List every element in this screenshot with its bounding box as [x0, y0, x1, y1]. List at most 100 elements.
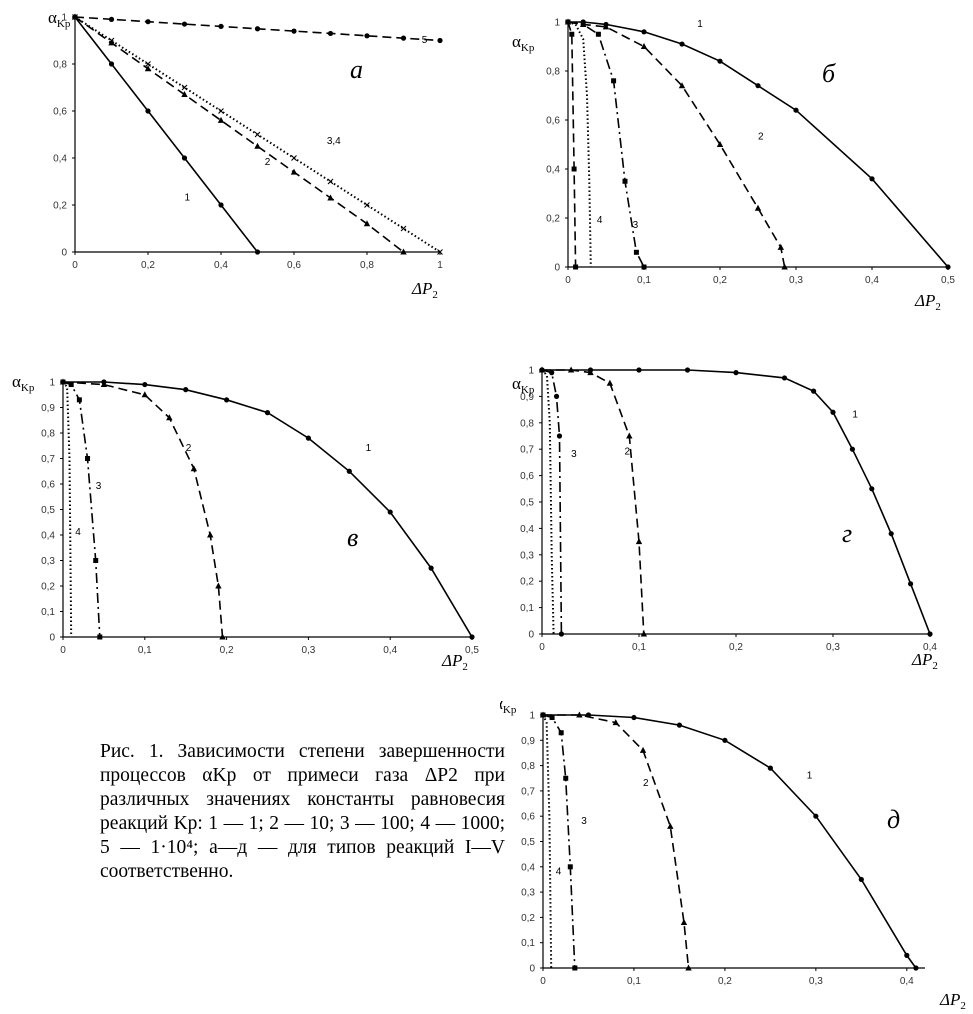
- data-point: [181, 91, 188, 98]
- y-axis-label: αKp: [512, 32, 535, 54]
- data-point: [291, 28, 297, 34]
- data-point: [563, 775, 569, 781]
- data-point: [437, 37, 443, 44]
- data-point: [602, 23, 610, 30]
- data-point: [364, 33, 370, 39]
- data-point: [254, 131, 261, 138]
- y-tick-label: 0,1: [41, 607, 55, 618]
- x-tick-label: 0,4: [383, 645, 397, 656]
- data-point: [108, 37, 115, 44]
- x-tick-label: 0,4: [865, 275, 879, 286]
- y-tick-label: 0,2: [520, 577, 534, 588]
- data-point: [346, 468, 352, 474]
- series-label: 5: [422, 35, 428, 46]
- data-point: [364, 202, 370, 208]
- y-tick-label: 0,3: [521, 888, 535, 899]
- data-point: [327, 30, 334, 37]
- series-line-3: [62, 381, 101, 638]
- data-point: [611, 78, 617, 84]
- data-point: [142, 381, 148, 388]
- data-point: [469, 634, 475, 640]
- data-point: [144, 65, 152, 72]
- y-tick-label: 0,3: [41, 556, 55, 567]
- y-tick-label: 1: [554, 18, 560, 29]
- data-point: [793, 107, 799, 113]
- series-label: 1: [852, 410, 858, 421]
- data-point: [183, 387, 189, 393]
- y-tick-label: 0: [49, 633, 55, 644]
- data-point: [219, 633, 226, 640]
- x-tick-label: 0,1: [637, 275, 651, 286]
- x-axis-label: ΔP2: [411, 279, 438, 301]
- data-point: [218, 108, 224, 114]
- series-line-4: [62, 381, 73, 638]
- y-axis-label: αKp: [48, 8, 71, 30]
- data-point: [553, 393, 560, 399]
- data-point: [639, 746, 647, 753]
- data-point: [767, 765, 773, 771]
- data-point: [913, 965, 919, 971]
- data-point: [254, 249, 261, 255]
- data-point: [781, 263, 788, 270]
- series-label: 4: [556, 866, 562, 877]
- x-tick-label: 0,1: [627, 976, 641, 987]
- data-point: [576, 711, 583, 718]
- chart-panel-b: 0 0,1 0,2 0,3 0,4 0,5 0 0,2 0,4 0,6 0,8 1 αKp ΔP2 б 1 2 3…: [500, 0, 973, 320]
- x-tick-label: 1: [437, 260, 443, 271]
- data-point: [218, 202, 224, 208]
- data-point: [869, 486, 875, 492]
- series-line-1: [568, 21, 949, 268]
- y-tick-label: 0: [61, 248, 67, 259]
- x-tick-label: 0,4: [900, 976, 914, 987]
- series-line-4: [567, 21, 592, 268]
- data-point: [145, 61, 151, 67]
- data-point: [567, 366, 575, 373]
- data-point: [108, 61, 115, 67]
- y-tick-label: 0,3: [520, 550, 534, 561]
- series-label: 1: [366, 443, 372, 454]
- data-point: [327, 194, 334, 201]
- data-point: [684, 367, 691, 373]
- data-point: [85, 456, 91, 461]
- chart-b-svg: 0 0,1 0,2 0,3 0,4 0,5 0 0,2 0,4 0,6 0,8 1 αKp ΔP2 б 1 2 3…: [512, 18, 955, 314]
- series-line-4: [541, 369, 555, 635]
- y-tick-label: 0,5: [520, 498, 534, 509]
- y-tick-label: 0,4: [546, 165, 560, 176]
- series-line-2: [543, 714, 690, 969]
- x-axis-label: ΔP2: [939, 990, 966, 1009]
- data-point: [858, 876, 864, 883]
- chart-v-svg: 0 0,1 0,2 0,3 0,4 0,5 0 0,1 0,2 0,3 0,4 0,5 0,6 0,7 0,…: [12, 372, 479, 673]
- data-point: [141, 391, 148, 398]
- data-point: [679, 41, 685, 47]
- y-tick-label: 0,1: [520, 603, 534, 614]
- data-point: [777, 243, 784, 250]
- x-axis-label: ΔP2: [441, 651, 468, 673]
- series-label: 4: [75, 527, 81, 538]
- y-tick-label: 0,6: [41, 480, 55, 491]
- data-point: [640, 630, 648, 637]
- series-label: 3: [633, 220, 639, 231]
- y-tick-label: 0,6: [520, 471, 534, 482]
- data-point: [641, 264, 647, 270]
- data-point: [635, 538, 643, 545]
- data-point: [145, 108, 151, 114]
- data-point: [558, 730, 564, 736]
- data-point: [580, 21, 586, 27]
- y-tick-label: 0,1: [521, 938, 535, 949]
- series-line-1: [543, 714, 917, 969]
- data-point: [567, 864, 573, 870]
- figure-caption: Рис. 1. Зависимости степени завершенност…: [100, 741, 505, 882]
- data-point: [190, 465, 198, 472]
- series-label: 1: [185, 192, 191, 203]
- series-label: 2: [624, 446, 630, 457]
- y-tick-label: 0,4: [520, 524, 534, 535]
- data-point: [595, 31, 601, 37]
- y-axis-label: αKp: [512, 374, 535, 396]
- series-label: 3,4: [327, 136, 341, 147]
- data-point: [722, 737, 728, 743]
- y-tick-label: 0,4: [521, 862, 535, 873]
- x-tick-label: 0,2: [718, 976, 732, 987]
- data-point: [217, 116, 225, 123]
- data-point: [572, 965, 578, 971]
- y-tick-label: 1: [61, 13, 67, 24]
